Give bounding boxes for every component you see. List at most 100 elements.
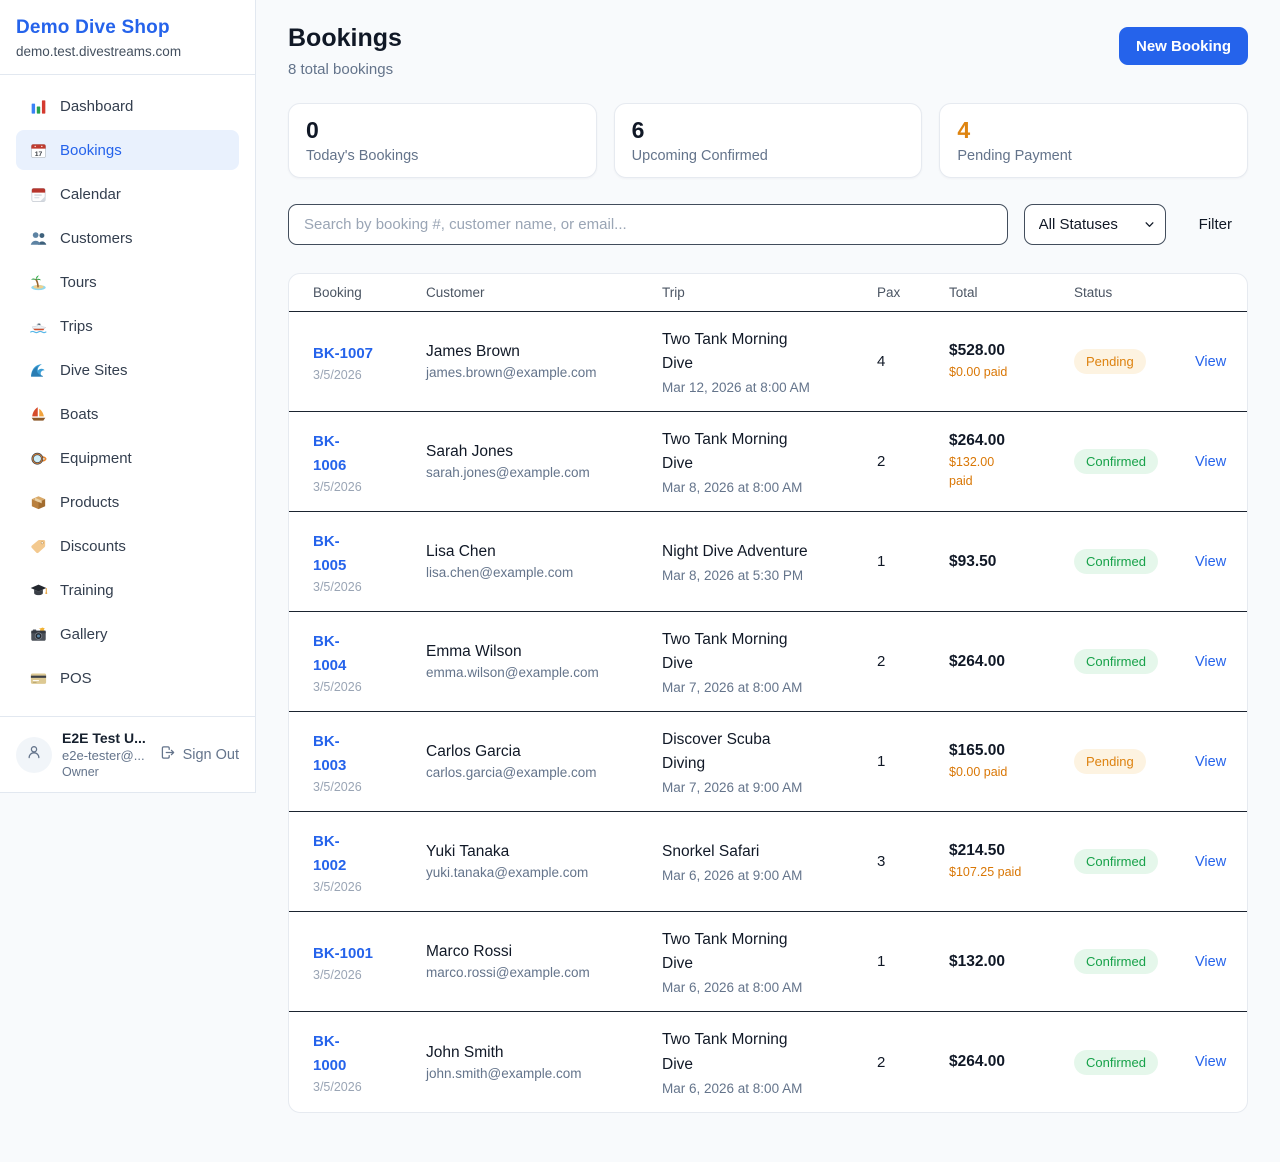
booking-date: 3/5/2026 [313, 479, 362, 494]
booking-id-link[interactable]: BK-1007 [313, 344, 374, 362]
trip-cell: Discover Scuba Diving Mar 7, 2026 at 9:0… [662, 728, 877, 795]
customer-cell: Sarah Jones sarah.jones@example.com [426, 443, 662, 480]
trip-datetime: Mar 6, 2026 at 8:00 AM [662, 980, 803, 996]
booking-id-link[interactable]: BK-1001 [313, 944, 374, 962]
booking-cell: BK-1001 3/5/2026 [313, 942, 426, 982]
status-badge: Confirmed [1074, 1049, 1158, 1075]
stat-card: 4 Pending Payment [939, 103, 1249, 178]
sidebar-item-label: Discounts [60, 537, 126, 555]
bookings-table: Booking Customer Trip Pax Total Status B… [288, 273, 1248, 1113]
stat-label: Today's Bookings [306, 148, 419, 164]
status-badge: Confirmed [1074, 649, 1158, 674]
sidebar-item[interactable]: Boats [16, 394, 239, 434]
trip-name: Snorkel Safari [662, 842, 760, 860]
actions-cell: View [1195, 353, 1236, 371]
stat-label: Pending Payment [957, 148, 1072, 164]
actions-cell: View [1195, 953, 1236, 971]
filter-row: All Statuses Filter [288, 204, 1248, 245]
trip-name: Two Tank Morning Dive [662, 430, 788, 472]
paid-amount: $0.00 paid [949, 764, 1008, 779]
customer-name: Lisa Chen [426, 543, 496, 560]
stat-label: Upcoming Confirmed [631, 148, 768, 164]
paid-amount: $132.00 paid [949, 455, 995, 488]
view-link[interactable]: View [1195, 353, 1227, 370]
booking-id-link[interactable]: BK-1006 [313, 432, 347, 474]
trip-cell: Night Dive Adventure Mar 8, 2026 at 5:30… [662, 540, 877, 583]
view-link[interactable]: View [1195, 653, 1227, 670]
sidebar-item[interactable]: Calendar [16, 174, 239, 214]
trip-name: Discover Scuba Diving [662, 730, 771, 772]
sidebar-item[interactable]: Tours [16, 262, 239, 302]
customer-name: Carlos Garcia [426, 743, 521, 760]
view-link[interactable]: View [1195, 953, 1227, 970]
stat-card: 6 Upcoming Confirmed [613, 103, 923, 178]
status-cell: Confirmed [1074, 649, 1195, 674]
search-input[interactable] [288, 204, 1008, 245]
trip-datetime: Mar 8, 2026 at 8:00 AM [662, 480, 803, 496]
sidebar-item[interactable]: 17 Bookings [16, 130, 239, 170]
calendar-tear-icon [29, 185, 48, 204]
trip-cell: Two Tank Morning Dive Mar 6, 2026 at 8:0… [662, 1028, 877, 1095]
view-link[interactable]: View [1195, 553, 1227, 570]
trip-name: Two Tank Morning Dive [662, 1031, 788, 1073]
table-row: BK-1000 3/5/2026 John Smith john.smith@e… [289, 1012, 1247, 1112]
sidebar-item[interactable]: Customers [16, 218, 239, 258]
customer-cell: James Brown james.brown@example.com [426, 343, 662, 380]
sidebar-item[interactable]: Products [16, 482, 239, 522]
customer-email: emma.wilson@example.com [426, 665, 599, 680]
column-header-total: Total [949, 285, 978, 300]
actions-cell: View [1195, 1053, 1236, 1071]
booking-cell: BK-1007 3/5/2026 [313, 342, 426, 382]
trip-name: Two Tank Morning Dive [662, 930, 788, 972]
sidebar-item[interactable]: Trips [16, 306, 239, 346]
table-row: BK-1001 3/5/2026 Marco Rossi marco.rossi… [289, 912, 1247, 1012]
view-link[interactable]: View [1195, 453, 1227, 470]
pax-value: 2 [877, 453, 886, 470]
customer-cell: John Smith john.smith@example.com [426, 1044, 662, 1081]
sidebar-nav: Dashboard 17 Bookings Calendar Customers… [0, 75, 255, 710]
booking-cell: BK-1005 3/5/2026 [313, 530, 426, 594]
paid-amount: $107.25 paid [949, 864, 1022, 879]
status-badge: Confirmed [1074, 449, 1158, 474]
sidebar-item[interactable]: POS [16, 658, 239, 698]
total-bookings-subtitle: 8 total bookings [288, 61, 394, 78]
booking-id-link[interactable]: BK-1002 [313, 832, 347, 874]
column-header-trip: Trip [662, 285, 685, 300]
customer-email: carlos.garcia@example.com [426, 765, 597, 780]
new-booking-button[interactable]: New Booking [1118, 27, 1248, 65]
user-role: Owner [62, 765, 99, 779]
booking-id-link[interactable]: BK-1000 [313, 1033, 347, 1074]
actions-cell: View [1195, 753, 1236, 771]
svg-text:17: 17 [35, 150, 43, 157]
pax-value: 2 [877, 653, 886, 670]
total-cell: $528.00 $0.00 paid [949, 342, 1074, 382]
trip-datetime: Mar 6, 2026 at 9:00 AM [662, 868, 803, 883]
view-link[interactable]: View [1195, 853, 1227, 870]
sidebar-item[interactable]: Gallery [16, 614, 239, 654]
booking-id-link[interactable]: BK-1004 [313, 632, 347, 674]
customer-name: Yuki Tanaka [426, 843, 510, 860]
booking-cell: BK-1006 3/5/2026 [313, 430, 426, 494]
sidebar-item[interactable]: Training [16, 570, 239, 610]
customer-cell: Carlos Garcia carlos.garcia@example.com [426, 743, 662, 780]
customer-email: james.brown@example.com [426, 365, 597, 380]
view-link[interactable]: View [1195, 1054, 1227, 1070]
sign-out-button[interactable]: Sign Out [159, 744, 239, 765]
sailboat-icon [29, 405, 48, 424]
booking-id-link[interactable]: BK-1005 [313, 532, 347, 574]
table-row: BK-1004 3/5/2026 Emma Wilson emma.wilson… [289, 612, 1247, 712]
customer-cell: Yuki Tanaka yuki.tanaka@example.com [426, 843, 662, 880]
credit-card-icon [29, 669, 48, 688]
sidebar-item[interactable]: Dive Sites [16, 350, 239, 390]
total-amount: $264.00 [949, 1053, 1006, 1070]
status-filter-select[interactable]: All Statuses [1023, 204, 1166, 245]
sidebar-footer: E2E Test U... e2e-tester@... Owner Sign … [0, 716, 255, 792]
sidebar-item[interactable]: Dashboard [16, 86, 239, 126]
view-link[interactable]: View [1195, 753, 1227, 770]
status-badge: Confirmed [1074, 549, 1158, 574]
customer-name: James Brown [426, 343, 520, 360]
sidebar-item[interactable]: Discounts [16, 526, 239, 566]
customer-cell: Marco Rossi marco.rossi@example.com [426, 943, 662, 980]
booking-id-link[interactable]: BK-1003 [313, 732, 347, 774]
sidebar-item[interactable]: Equipment [16, 438, 239, 478]
